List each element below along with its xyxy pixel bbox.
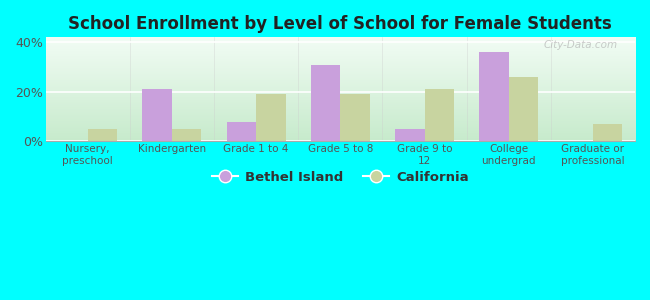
Bar <box>88 129 117 142</box>
Bar <box>593 124 622 142</box>
Bar <box>172 129 202 142</box>
Legend: Bethel Island, California: Bethel Island, California <box>207 166 474 189</box>
Bar <box>424 89 454 142</box>
Bar <box>395 129 424 142</box>
Bar <box>479 52 509 142</box>
Bar <box>227 122 256 142</box>
Bar <box>509 77 538 142</box>
Title: School Enrollment by Level of School for Female Students: School Enrollment by Level of School for… <box>68 15 612 33</box>
Text: City-Data.com: City-Data.com <box>543 40 618 50</box>
Bar <box>311 64 341 142</box>
Bar <box>142 89 172 142</box>
Bar <box>341 94 370 142</box>
Bar <box>256 94 285 142</box>
